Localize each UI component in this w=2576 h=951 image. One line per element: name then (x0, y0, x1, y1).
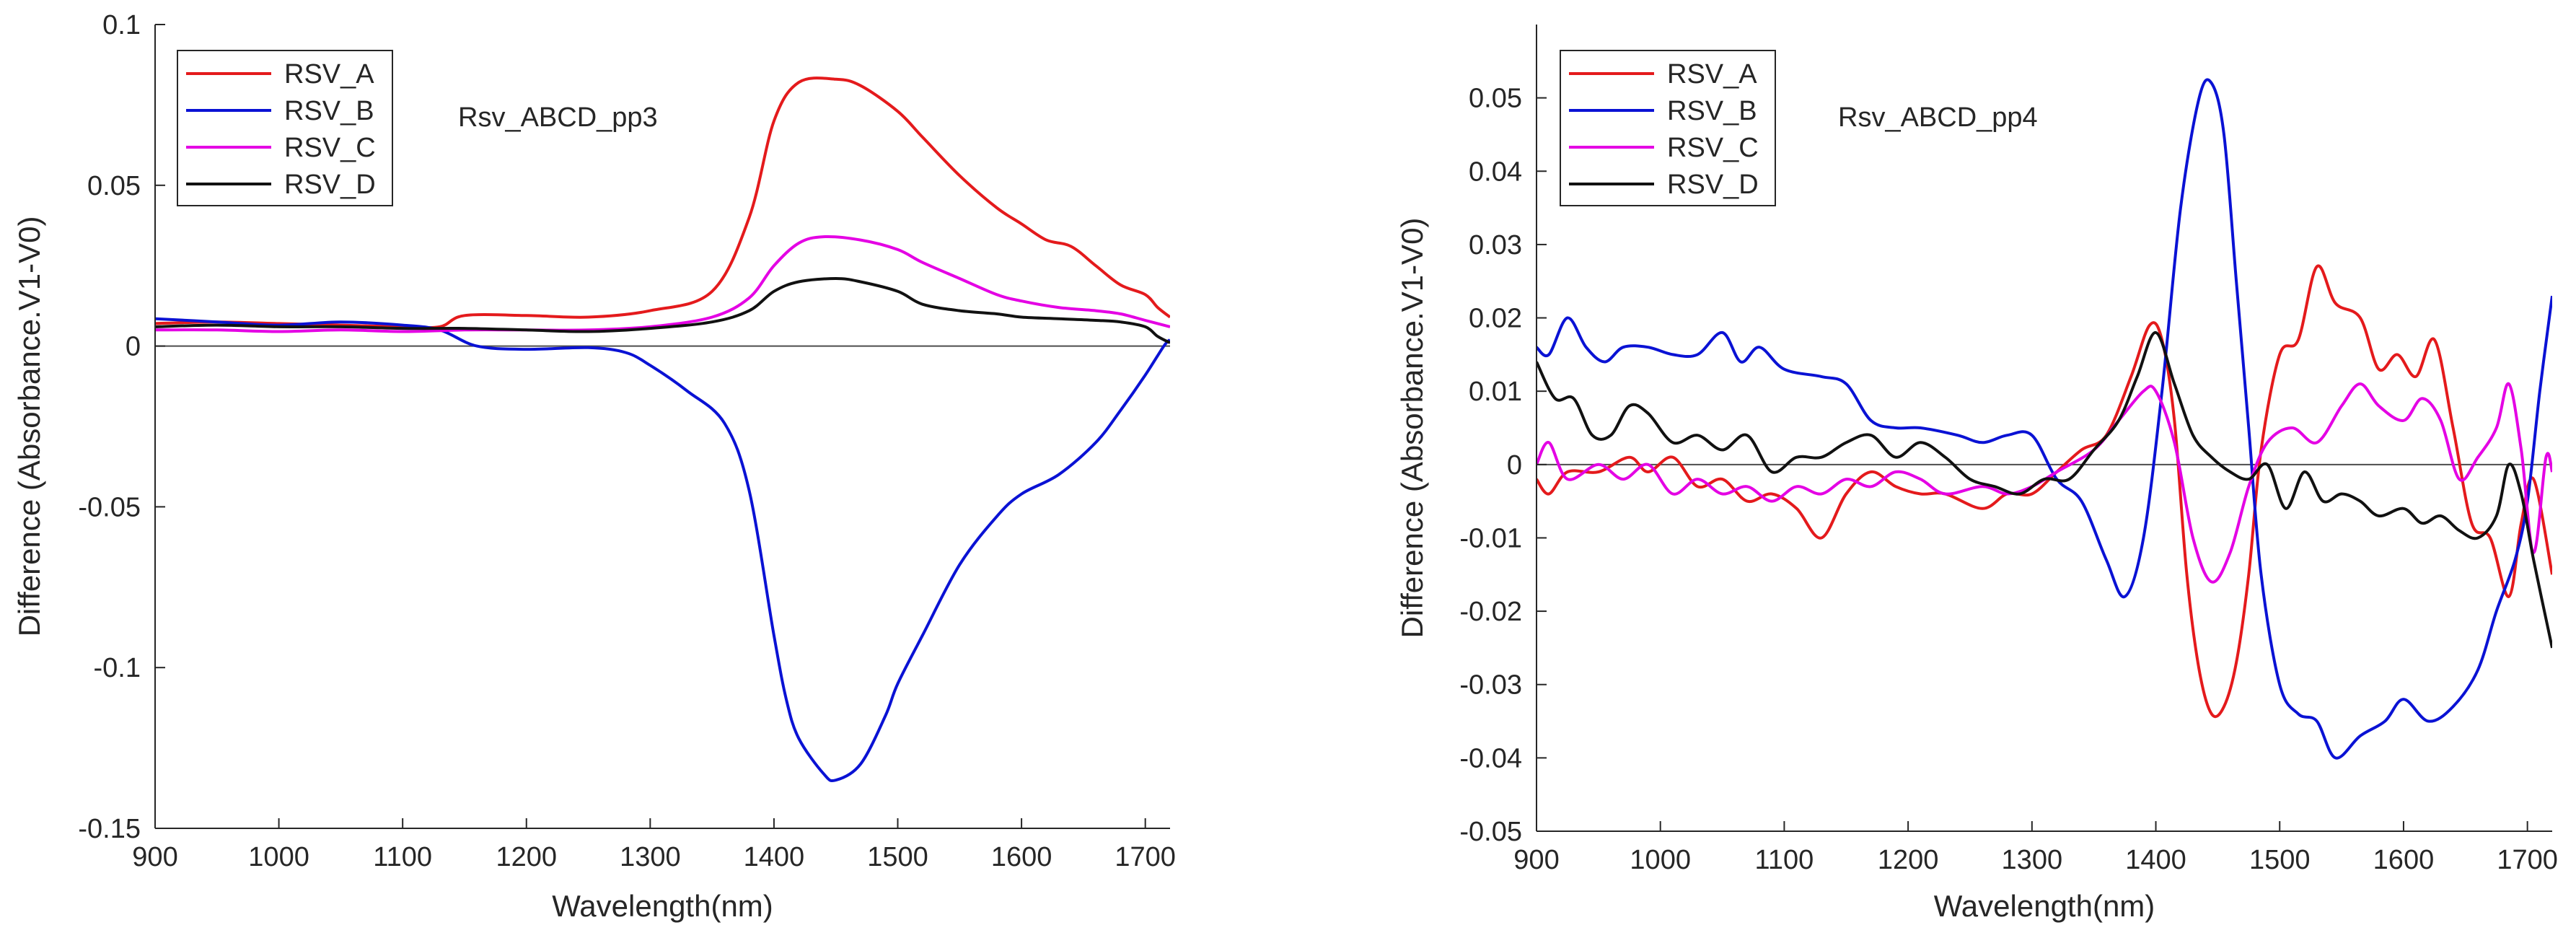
y-tick-label: -0.01 (1459, 523, 1522, 553)
legend-label-rsv-b: RSV_B (1667, 96, 1757, 126)
y-tick-label: -0.1 (94, 653, 141, 683)
y-tick-label: -0.04 (1459, 743, 1522, 773)
x-tick-label: 1000 (248, 842, 309, 872)
legend-label-rsv-d: RSV_D (284, 170, 376, 200)
legend-label-rsv-c: RSV_C (1667, 133, 1759, 163)
y-tick-label: -0.02 (1459, 597, 1522, 627)
chart-panel-pp4: 900 1000 1100 1200 1300 1400 1500 1600 1700 -0.0… (1395, 25, 2558, 923)
x-axis-label: Wavelength(nm) (552, 889, 773, 923)
chart-title: Rsv_ABCD_pp4 (1838, 102, 2038, 133)
y-tick-label: 0.01 (1469, 377, 1522, 407)
y-tick-label: 0.1 (102, 10, 141, 40)
x-tick-label: 1200 (1878, 845, 1939, 875)
legend-label-rsv-a: RSV_A (284, 59, 374, 89)
x-tick-label: 1000 (1630, 845, 1691, 875)
x-ticks: 900 1000 1100 1200 1300 1400 1500 1600 1700 (1513, 821, 2558, 875)
y-tick-label: 0.05 (87, 171, 141, 201)
series-line-rsv-c (1537, 382, 2552, 584)
series-line-rsv-b (1537, 78, 2552, 760)
y-tick-label: 0 (126, 332, 141, 362)
x-tick-label: 1500 (2249, 845, 2311, 875)
chart-panel-pp3: 900 1000 1100 1200 1300 1400 1500 1600 1700 -0.1… (12, 10, 1176, 923)
x-tick-label: 1100 (1755, 845, 1814, 875)
series-line-rsv-c (155, 235, 1170, 333)
x-tick-label: 900 (1513, 845, 1559, 875)
y-tick-label: -0.15 (78, 814, 141, 844)
series-lines (1537, 78, 2552, 760)
x-tick-label: 1600 (991, 842, 1052, 872)
legend-label-rsv-d: RSV_D (1667, 170, 1759, 200)
legend-box (177, 50, 393, 206)
y-tick-label: 0.04 (1469, 157, 1522, 187)
y-tick-label: 0.03 (1469, 230, 1522, 260)
legend-label-rsv-a: RSV_A (1667, 59, 1757, 89)
x-ticks: 900 1000 1100 1200 1300 1400 1500 1600 1700 (132, 818, 1176, 872)
legend: RSV_A RSV_B RSV_C RSV_D (1560, 50, 1776, 206)
legend: RSV_A RSV_B RSV_C RSV_D (177, 50, 393, 206)
x-tick-label: 1200 (496, 842, 557, 872)
x-tick-label: 1500 (867, 842, 928, 872)
chart-title: Rsv_ABCD_pp3 (458, 102, 658, 133)
x-tick-label: 900 (132, 842, 177, 872)
x-tick-label: 1400 (2125, 845, 2186, 875)
series-line-rsv-d (155, 277, 1170, 344)
legend-label-rsv-c: RSV_C (284, 133, 376, 163)
series-line-rsv-d (1537, 330, 2552, 649)
x-tick-label: 1700 (2497, 845, 2558, 875)
series-line-rsv-a (1537, 264, 2552, 719)
y-tick-label: 0 (1507, 450, 1522, 481)
x-tick-label: 1700 (1115, 842, 1176, 872)
y-tick-label: -0.03 (1459, 670, 1522, 701)
y-ticks: -0.15 -0.1 -0.05 0 0.05 0.1 (78, 10, 165, 844)
x-tick-label: 1400 (744, 842, 805, 872)
x-tick-label: 1100 (373, 842, 432, 872)
x-tick-label: 1600 (2373, 845, 2435, 875)
y-tick-label: -0.05 (78, 492, 141, 522)
y-axis-label: Difference (Absorbance.V1-V0) (12, 216, 46, 637)
x-axis-label: Wavelength(nm) (1934, 889, 2155, 923)
y-axis-label: Difference (Absorbance.V1-V0) (1395, 218, 1429, 639)
y-tick-label: 0.02 (1469, 304, 1522, 334)
x-tick-label: 1300 (620, 842, 681, 872)
y-tick-label: -0.05 (1459, 817, 1522, 847)
series-lines (155, 76, 1170, 783)
y-tick-label: 0.05 (1469, 84, 1522, 114)
series-line-rsv-a (155, 76, 1170, 330)
y-ticks: -0.05 -0.04 -0.03 -0.02 -0.01 0 0.01 0.02 0.03 0.… (1459, 84, 1547, 847)
legend-label-rsv-b: RSV_B (284, 96, 374, 126)
legend-box (1560, 50, 1776, 206)
x-tick-label: 1300 (2002, 845, 2063, 875)
